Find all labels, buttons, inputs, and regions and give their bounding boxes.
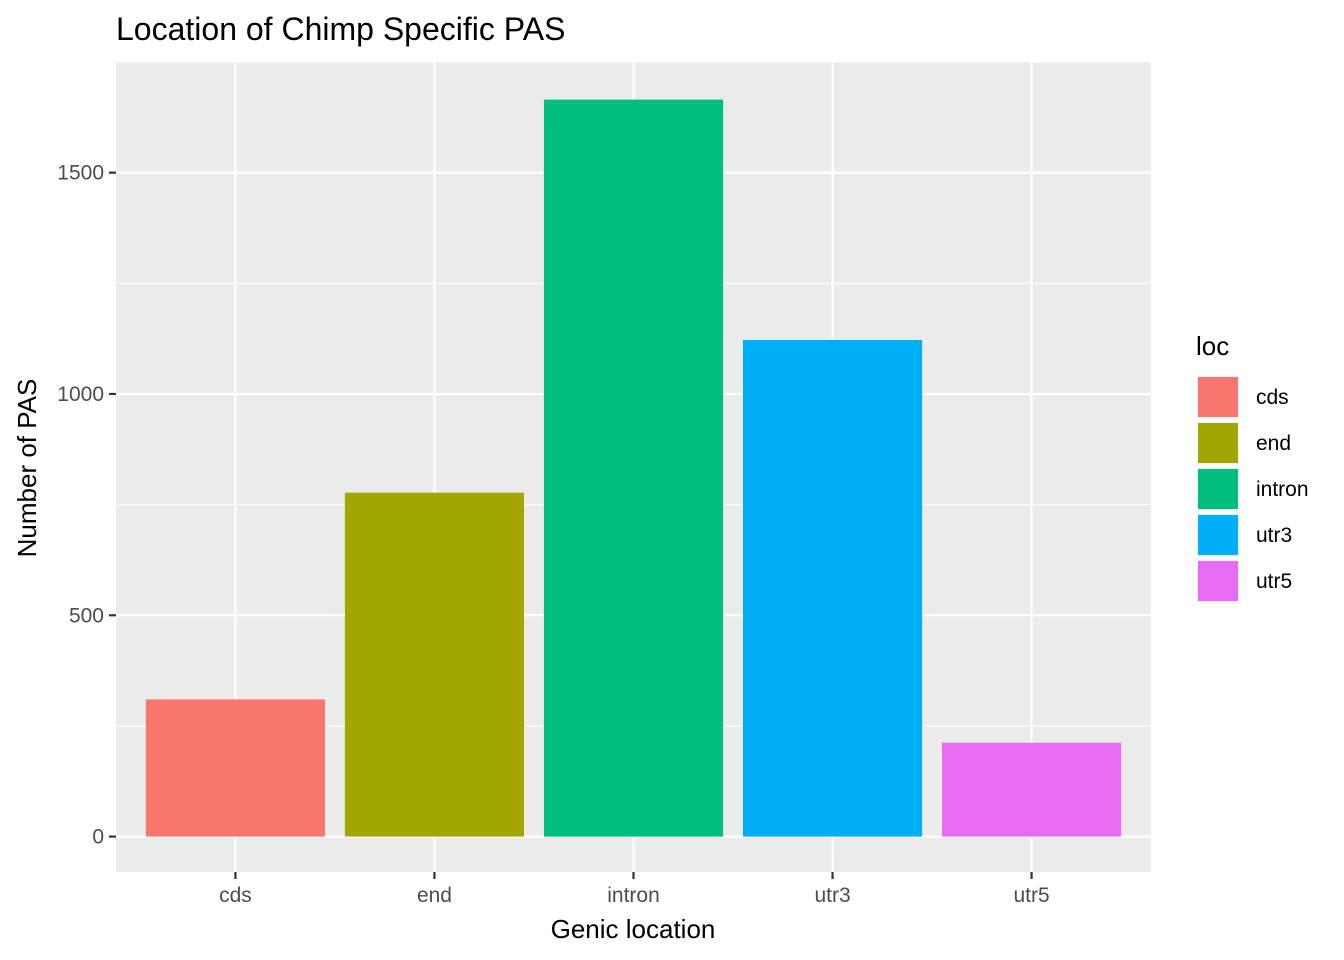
legend-swatch-intron xyxy=(1198,469,1238,509)
y-axis: 0 500 1000 1500 xyxy=(57,162,116,849)
legend-label-utr3: utr3 xyxy=(1256,524,1292,547)
x-tick-label: utr3 xyxy=(814,884,850,907)
y-axis-title: Number of PAS xyxy=(12,379,42,558)
x-axis: cds end intron utr3 utr5 xyxy=(219,872,1050,907)
y-tick-label: 0 xyxy=(92,826,104,849)
bar-intron xyxy=(543,99,724,837)
legend-label-cds: cds xyxy=(1256,386,1289,409)
x-tick-label: end xyxy=(417,884,452,907)
x-axis-title: Genic location xyxy=(551,914,716,944)
y-tick-label: 1500 xyxy=(57,162,104,185)
legend-label-intron: intron xyxy=(1256,478,1309,501)
bar-end xyxy=(344,492,525,837)
bar-utr5 xyxy=(942,742,1122,837)
legend-swatch-cds xyxy=(1198,377,1238,417)
legend-title: loc xyxy=(1196,331,1229,361)
y-tick-label: 500 xyxy=(69,604,104,627)
legend-swatch-utr3 xyxy=(1198,515,1238,555)
bar-utr3 xyxy=(742,339,923,837)
legend-swatch-end xyxy=(1198,423,1238,463)
bars-group xyxy=(145,99,1122,837)
x-tick-label: utr5 xyxy=(1013,884,1049,907)
legend-items: cds end intron utr3 utr5 xyxy=(1197,376,1309,602)
legend: loc cds end intron utr3 utr5 xyxy=(1196,331,1309,602)
legend-label-end: end xyxy=(1256,432,1291,455)
bar-cds xyxy=(145,699,325,837)
y-tick-label: 1000 xyxy=(57,383,104,406)
chart-title: Location of Chimp Specific PAS xyxy=(116,11,565,47)
legend-swatch-utr5 xyxy=(1198,561,1238,601)
x-tick-label: intron xyxy=(607,884,660,907)
legend-label-utr5: utr5 xyxy=(1256,570,1292,593)
x-tick-label: cds xyxy=(219,884,252,907)
